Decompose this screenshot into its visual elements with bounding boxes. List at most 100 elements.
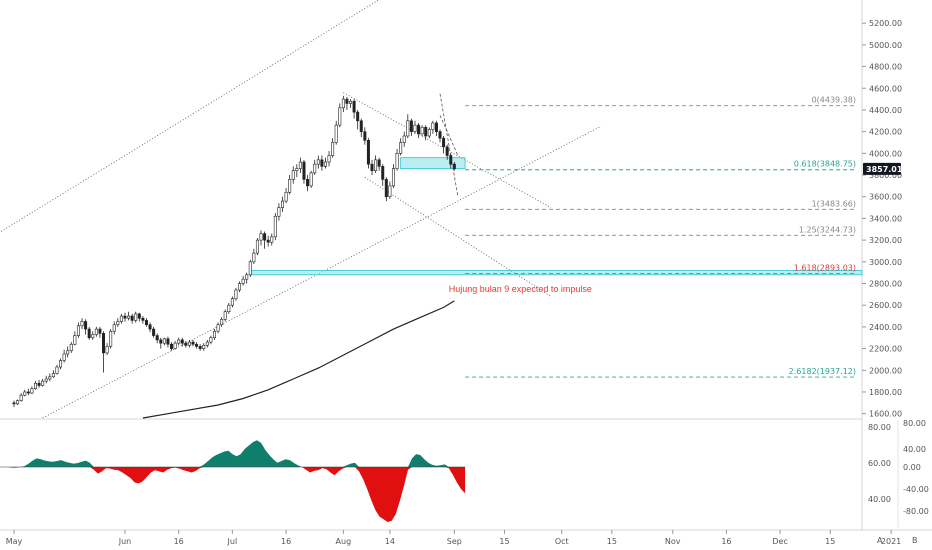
candle <box>449 153 453 169</box>
candle-body-up <box>331 142 335 156</box>
candle-body-up <box>349 100 353 104</box>
candle <box>166 336 170 348</box>
candle <box>252 248 256 264</box>
candle <box>134 311 138 323</box>
candle-body-up <box>76 325 80 336</box>
time-tick-label: Sep <box>447 537 462 546</box>
candle <box>105 343 109 356</box>
candle-body-up <box>259 233 263 241</box>
candle <box>51 370 55 378</box>
candle <box>23 389 27 397</box>
candle-body-down <box>445 146 449 156</box>
candle-body-up <box>402 135 406 143</box>
candle-body-up <box>431 122 435 130</box>
price-zone <box>249 270 863 276</box>
candle <box>298 157 302 173</box>
candle-body-down <box>449 155 453 165</box>
time-tick-label: Jun <box>118 537 132 546</box>
candle-body-down <box>424 127 428 137</box>
candle-body-up <box>327 155 331 163</box>
fib-level-label: 1.25(3244.73) <box>799 225 856 234</box>
candle-body-down <box>166 338 170 345</box>
candle-body-up <box>241 278 245 284</box>
candle-body-down <box>452 163 456 170</box>
candle <box>323 157 327 169</box>
candle <box>234 287 238 301</box>
candle <box>445 144 449 160</box>
candle-body-down <box>381 166 385 180</box>
fibonacci-levels: 0(4439.38) 0.618(3848.75) 1(3483.66) 1.25(3… <box>465 96 856 378</box>
fib-level-label: 2.6182(1937.12) <box>789 367 856 376</box>
candle <box>363 127 367 145</box>
candle <box>112 321 116 335</box>
candle-body-up <box>238 283 242 291</box>
candle <box>331 138 335 158</box>
candle <box>409 118 413 136</box>
candle <box>288 175 292 195</box>
candle <box>148 322 152 333</box>
candle <box>144 318 148 327</box>
candle-body-down <box>366 140 370 165</box>
time-tick-label: 2021 <box>881 537 901 546</box>
candle-body-up <box>295 168 299 171</box>
log-scale-button-a[interactable]: A <box>877 536 883 545</box>
candle-body-down <box>152 328 156 336</box>
candle-body-up <box>55 366 59 374</box>
candle-body-up <box>223 311 227 320</box>
candle-body-down <box>37 382 41 386</box>
candle <box>255 237 259 256</box>
candle-body-down <box>137 313 141 319</box>
candle <box>87 326 91 340</box>
time-tick-label: 16 <box>281 537 291 546</box>
candle <box>341 95 345 113</box>
candle <box>59 358 63 370</box>
candle <box>98 326 102 338</box>
candle-body-up <box>220 318 224 326</box>
price-tick-label: 4400.00 <box>869 106 902 115</box>
fib-level-label: 0(4439.38) <box>812 96 856 105</box>
candle <box>316 155 320 169</box>
candle-body-up <box>23 391 27 396</box>
candle-body-down <box>148 324 152 330</box>
candle <box>37 380 41 388</box>
candle <box>406 114 410 139</box>
candle-body-down <box>377 159 381 167</box>
fib-level-label: 1.618(2893.03) <box>794 263 856 272</box>
price-tick-label: 2200.00 <box>869 345 902 354</box>
candle-body-down <box>434 122 438 132</box>
candle-body-up <box>298 161 302 169</box>
candle <box>413 120 417 134</box>
candle <box>180 337 184 347</box>
candle-body-up <box>388 185 392 198</box>
candle-body-up <box>341 98 345 109</box>
auto-scale-button-b[interactable]: B <box>912 536 918 545</box>
candle <box>198 344 202 351</box>
osc-right-tick-label: 40.00 <box>903 445 926 454</box>
candle-body-down <box>417 124 421 135</box>
candle-body-up <box>173 342 177 349</box>
candle-body-up <box>209 337 213 343</box>
candle-body-up <box>413 124 417 132</box>
candle <box>230 296 234 308</box>
candle <box>352 99 356 119</box>
price-tick-label: 3800.00 <box>869 171 902 180</box>
candle-body-down <box>170 343 174 349</box>
candle <box>291 166 295 184</box>
candle-body-down <box>306 179 310 187</box>
time-tick-label: 15 <box>825 537 835 546</box>
candle <box>119 313 123 324</box>
candle <box>16 399 20 405</box>
candle <box>259 230 263 246</box>
candle-body-down <box>363 131 367 141</box>
candle-body-up <box>245 274 249 280</box>
candle-body-down <box>370 163 374 171</box>
candle <box>123 312 127 322</box>
candle <box>216 322 220 334</box>
candle-body-up <box>112 324 116 332</box>
candle <box>273 213 277 241</box>
candle <box>116 318 120 327</box>
candle-body-up <box>19 394 23 401</box>
candle-body-down <box>320 159 324 167</box>
candle-body-up <box>177 339 181 344</box>
